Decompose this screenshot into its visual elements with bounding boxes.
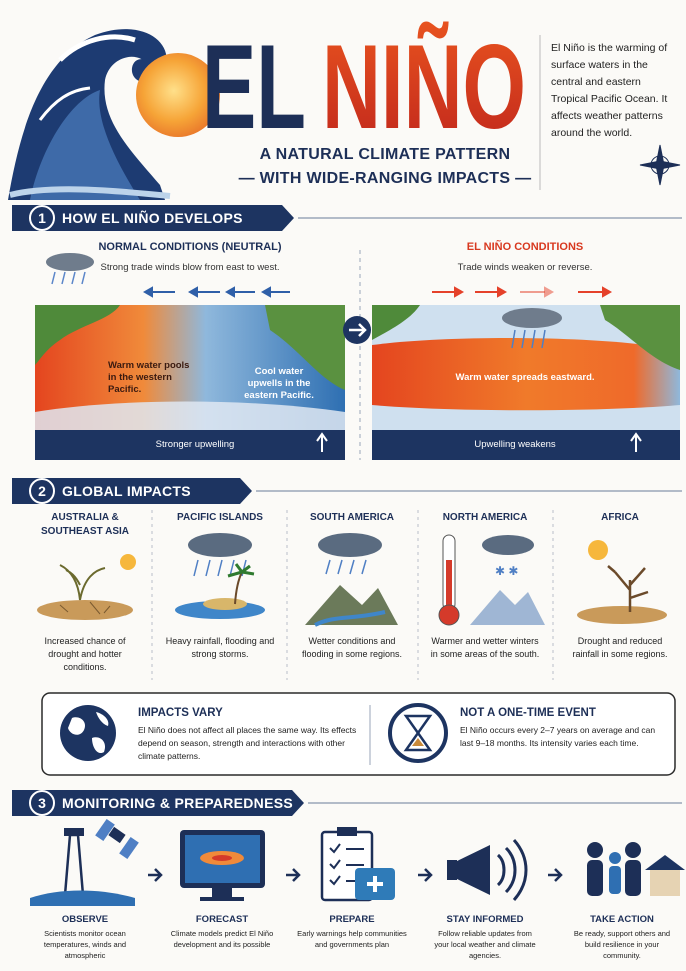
region-name: SOUTH AMERICA (292, 511, 412, 525)
section-number: 2 (31, 483, 53, 499)
panel-title: NORMAL CONDITIONS (NEUTRAL) (40, 241, 340, 253)
step-title: OBSERVE (25, 913, 145, 927)
step-title: PREPARE (292, 913, 412, 927)
drought-icon (37, 554, 136, 620)
normal-conditions-map (35, 253, 345, 460)
region-name: AFRICA (560, 511, 680, 525)
infographic: EL NIÑO (0, 0, 686, 971)
region-text: Heavy rainfall, flooding and strong stor… (165, 635, 275, 661)
thermometer-snow-icon: ✱ ✱ (439, 535, 545, 625)
step-text: Follow reliable updates from your local … (430, 928, 540, 961)
section-heading: MONITORING & PREPAREDNESS (62, 795, 293, 811)
svg-text:✱ ✱: ✱ ✱ (495, 564, 518, 578)
title-left: EL (202, 20, 306, 154)
map-label: Warm water pools in the western Pacific. (108, 360, 190, 396)
dry-tree-icon (577, 540, 667, 624)
map-label: Warm water spreads eastward. (420, 372, 630, 384)
map-label: Stronger upwelling (120, 439, 270, 451)
note-title: IMPACTS VARY (138, 707, 223, 719)
step-text: Scientists monitor ocean temperatures, w… (30, 928, 140, 961)
section-heading: HOW EL NIÑO DEVELOPS (62, 210, 243, 226)
region-name: NORTH AMERICA (425, 511, 545, 525)
panel-subtitle: Strong trade winds blow from east to wes… (40, 262, 340, 273)
hourglass-icon (390, 705, 446, 761)
step-text: Early warnings help communities and gove… (297, 928, 407, 950)
region-name: AUSTRALIA & SOUTHEAST ASIA (25, 511, 145, 539)
monitor-icon (180, 830, 265, 901)
community-icon (587, 842, 685, 896)
step-title: FORECAST (162, 913, 282, 927)
step-title: STAY INFORMED (425, 913, 545, 927)
section-heading: GLOBAL IMPACTS (62, 483, 191, 499)
note-text: El Niño occurs every 2–7 years on averag… (460, 724, 665, 750)
globe-icon (60, 705, 116, 761)
intro-text: El Niño is the warming of surface waters… (551, 40, 679, 142)
map-label: Upwelling weakens (440, 439, 590, 451)
step-text: Be ready, support others and build resil… (567, 928, 677, 961)
step-text: Climate models predict El Niño developme… (167, 928, 277, 950)
map-label: Cool water upwells in the eastern Pacifi… (240, 366, 318, 402)
panel-subtitle: Trade winds weaken or reverse. (375, 262, 675, 273)
region-text: Wetter conditions and flooding in some r… (297, 635, 407, 661)
panel-title: EL NIÑO CONDITIONS (375, 241, 675, 253)
transition-arrow (343, 316, 371, 344)
region-text: Warmer and wetter winters in some areas … (430, 635, 540, 661)
compass (640, 145, 680, 185)
region-name: PACIFIC ISLANDS (160, 511, 280, 525)
megaphone-icon (447, 840, 526, 900)
subtitle-line: — WITH WIDE-RANGING IMPACTS — (220, 170, 550, 188)
buoy-satellite-icon (30, 819, 139, 906)
section-number: 1 (31, 210, 53, 226)
checklist-kit-icon (322, 827, 395, 900)
step-title: TAKE ACTION (562, 913, 682, 927)
section-number: 3 (31, 795, 53, 811)
title-right: NIÑO (322, 20, 526, 154)
note-text: El Niño does not affect all places the s… (138, 724, 360, 763)
region-text: Increased chance of drought and hotter c… (30, 635, 140, 674)
subtitle-line: A NATURAL CLIMATE PATTERN (220, 146, 550, 164)
storm-island-icon (175, 533, 265, 619)
region-text: Drought and reduced rainfall in some reg… (565, 635, 675, 661)
note-title: NOT A ONE-TIME EVENT (460, 707, 596, 719)
mountain-rain-icon (305, 533, 398, 625)
